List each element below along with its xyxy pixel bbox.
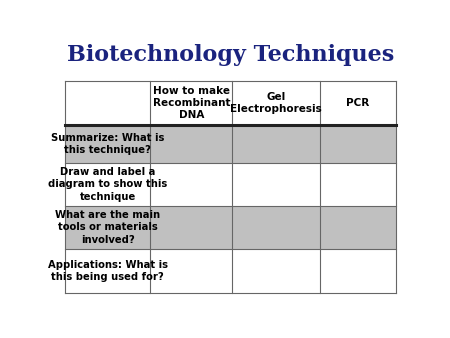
Bar bbox=[320, 125, 396, 163]
Text: PCR: PCR bbox=[346, 98, 369, 108]
Bar bbox=[320, 249, 396, 293]
Bar bbox=[65, 249, 150, 293]
Bar bbox=[65, 206, 150, 249]
Bar bbox=[150, 206, 232, 249]
Bar bbox=[232, 125, 320, 163]
Text: Summarize: What is
this technique?: Summarize: What is this technique? bbox=[51, 133, 164, 155]
Bar bbox=[150, 125, 232, 163]
Text: Applications: What is
this being used for?: Applications: What is this being used fo… bbox=[48, 260, 168, 282]
Bar bbox=[320, 81, 396, 125]
Bar bbox=[150, 81, 232, 125]
Text: Biotechnology Techniques: Biotechnology Techniques bbox=[67, 44, 394, 66]
Bar bbox=[150, 249, 232, 293]
Bar bbox=[320, 206, 396, 249]
Text: Gel
Electrophoresis: Gel Electrophoresis bbox=[230, 92, 322, 114]
Bar bbox=[320, 163, 396, 206]
Bar bbox=[65, 125, 150, 163]
Bar bbox=[232, 81, 320, 125]
Text: Draw and label a
diagram to show this
technique: Draw and label a diagram to show this te… bbox=[48, 167, 167, 202]
Bar bbox=[232, 206, 320, 249]
Text: What are the main
tools or materials
involved?: What are the main tools or materials inv… bbox=[55, 210, 160, 245]
Bar bbox=[150, 163, 232, 206]
Bar bbox=[232, 163, 320, 206]
Bar bbox=[65, 81, 150, 125]
Bar bbox=[65, 163, 150, 206]
Text: How to make
Recombinant
DNA: How to make Recombinant DNA bbox=[153, 86, 230, 120]
Bar bbox=[232, 249, 320, 293]
